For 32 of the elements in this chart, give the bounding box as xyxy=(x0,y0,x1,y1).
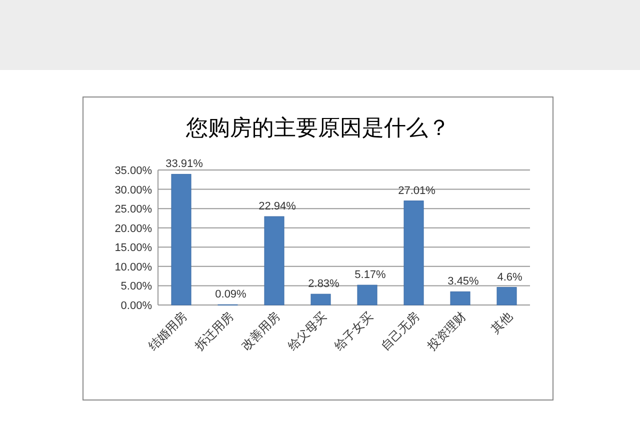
data-label: 3.45% xyxy=(448,276,480,288)
x-tick-label: 投资理财 xyxy=(424,309,468,354)
data-label: 5.17% xyxy=(354,269,386,282)
data-label: 0.09% xyxy=(215,288,247,301)
x-tick-label: 其他 xyxy=(488,309,515,336)
bar xyxy=(404,200,424,306)
bar xyxy=(171,174,192,306)
y-tick-label: 20.00% xyxy=(114,222,152,235)
x-tick-label: 给子女买 xyxy=(332,309,376,354)
data-label: 33.91% xyxy=(166,158,204,170)
x-tick-label: 拆迁用房 xyxy=(191,309,236,354)
data-label: 22.94% xyxy=(258,200,296,213)
data-label: 2.83% xyxy=(308,278,340,290)
y-tick-label: 15.00% xyxy=(114,242,152,254)
y-tick-label: 0.00% xyxy=(120,300,152,312)
x-tick-label: 改善用房 xyxy=(238,309,282,354)
bar xyxy=(450,291,470,306)
y-tick-label: 25.00% xyxy=(114,204,152,216)
y-tick-label: 5.00% xyxy=(120,280,152,293)
y-tick-label: 30.00% xyxy=(114,184,152,196)
x-tick-label: 给父母买 xyxy=(285,309,329,354)
bar xyxy=(357,284,378,306)
bar xyxy=(496,287,517,306)
bar xyxy=(310,294,331,306)
data-label: 27.01% xyxy=(398,184,436,197)
x-tick-label: 自己无房 xyxy=(378,309,422,354)
y-tick-label: 10.00% xyxy=(114,261,152,274)
data-label: 4.6% xyxy=(497,271,522,284)
bar xyxy=(264,216,284,306)
chart-title: 您购房的主要原因是什么？ xyxy=(185,115,450,140)
y-tick-label: 35.00% xyxy=(114,165,152,177)
x-tick-label: 结婚用房 xyxy=(146,309,190,354)
